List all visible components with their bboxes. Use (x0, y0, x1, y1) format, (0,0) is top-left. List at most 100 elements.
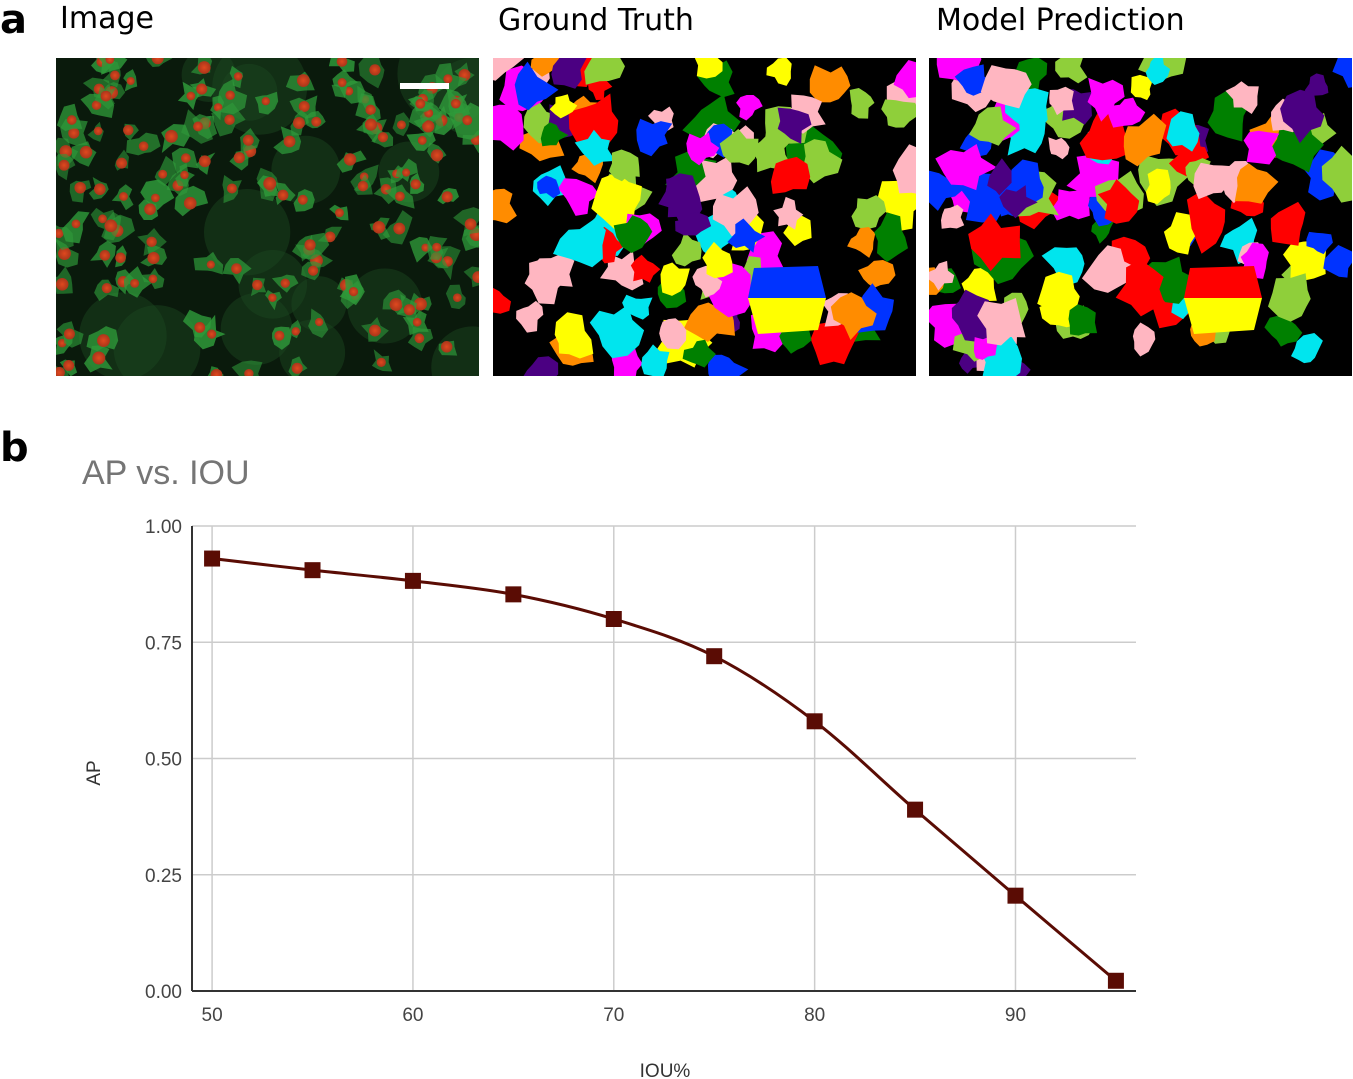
cell-mask (514, 61, 559, 111)
cell-body (231, 360, 263, 376)
cell-mask (493, 58, 525, 81)
cell-nucleus (226, 183, 237, 194)
cell-nucleus (58, 247, 71, 260)
cell-nucleus (130, 278, 140, 288)
microscopy-image (56, 58, 479, 376)
cell-mask (987, 158, 1028, 200)
cell-nucleus (79, 145, 93, 159)
cell-nucleus (66, 115, 77, 125)
cell-mask (693, 155, 738, 202)
cell-mask (707, 354, 749, 376)
cell-nucleus (110, 70, 120, 81)
cell-mask (1163, 212, 1196, 255)
cell-nucleus (225, 90, 235, 101)
ground-truth-canvas (493, 58, 916, 376)
cell-nucleus (291, 327, 300, 336)
cell-nucleus (91, 100, 102, 110)
cell-nucleus (242, 134, 254, 146)
cell-nucleus (283, 135, 296, 148)
cell-mask (892, 144, 916, 194)
cell-mask (773, 196, 804, 230)
x-axis-label: IOU% (640, 1061, 691, 1079)
cell-nucleus (56, 228, 64, 239)
cell-nucleus (315, 317, 324, 327)
cell-mask (549, 94, 578, 119)
data-point (505, 586, 522, 603)
data-point (806, 713, 823, 730)
cell-nucleus (336, 58, 348, 67)
x-tick-label: 90 (1005, 1005, 1026, 1026)
cell-nucleus (244, 368, 254, 376)
cell-nucleus (97, 334, 110, 347)
cell-mask (1097, 179, 1140, 224)
cell-nucleus (292, 116, 305, 129)
cell-mask (1068, 304, 1098, 336)
cell-nucleus (413, 297, 427, 311)
scale-bar (400, 83, 449, 89)
cell-mask (1332, 58, 1352, 88)
cell-mask (803, 139, 843, 184)
cell-mask (641, 344, 670, 376)
cell-mask (980, 65, 1032, 109)
large-cell-top (748, 266, 826, 298)
cell-mask (1270, 201, 1306, 246)
cell-nucleus (414, 333, 425, 344)
cell-nucleus (101, 282, 112, 294)
cell-nucleus (98, 214, 107, 224)
cell-mask (736, 95, 763, 121)
cell-mask (874, 212, 908, 262)
cell-mask (1145, 58, 1171, 85)
cell-nucleus (196, 83, 208, 95)
cell-mask (554, 312, 594, 359)
cell-nucleus (92, 351, 106, 365)
data-point (404, 572, 421, 589)
cell-nucleus (364, 118, 378, 131)
cell-mask (553, 219, 606, 268)
cell-nucleus (93, 183, 106, 196)
cell-nucleus (335, 208, 344, 218)
cell-mask (847, 227, 876, 258)
image-title: Image (60, 1, 154, 36)
cell-nucleus (194, 322, 206, 333)
cell-mask (1193, 162, 1236, 200)
cell-nucleus (357, 180, 369, 192)
cell-nucleus (197, 61, 211, 74)
cell-mask (523, 356, 559, 376)
y-tick-label: 0.25 (145, 866, 182, 887)
data-point (605, 611, 622, 627)
cell-nucleus (440, 341, 453, 353)
cell-nucleus (146, 236, 157, 248)
cell-nucleus (324, 231, 336, 243)
cell-nucleus (307, 265, 319, 276)
cell-mask (849, 88, 875, 119)
cell-mask (694, 58, 723, 79)
panel-a-letter: a (0, 0, 27, 43)
cell-mask (830, 292, 877, 340)
cell-mask (1234, 163, 1279, 204)
cell-mask (516, 300, 544, 333)
cell-nucleus (104, 219, 118, 233)
cell-nucleus (280, 278, 290, 288)
cell-nucleus (393, 222, 406, 235)
x-tick-label: 80 (804, 1005, 825, 1026)
cell-mask (878, 180, 916, 232)
large-cell-bottom (748, 298, 826, 334)
cell-mask (1283, 240, 1327, 281)
cell-nucleus (472, 271, 479, 283)
cell-nucleus (115, 252, 126, 264)
cell-mask (719, 128, 759, 166)
y-axis-label: AP (84, 760, 105, 785)
cell-nucleus (74, 181, 86, 194)
cell-mask (702, 241, 733, 279)
cell-mask (1123, 113, 1167, 167)
cell-mask (493, 104, 524, 151)
cell-nucleus (193, 121, 203, 132)
cell-mask (851, 195, 887, 230)
cell-nucleus (369, 64, 381, 76)
cell-nucleus (372, 220, 386, 234)
large-cell-bottom (1184, 298, 1262, 334)
cell-nucleus (376, 357, 386, 367)
panel-b-letter: b (0, 425, 29, 471)
cell-nucleus (147, 251, 160, 265)
cell-nucleus (417, 135, 427, 145)
